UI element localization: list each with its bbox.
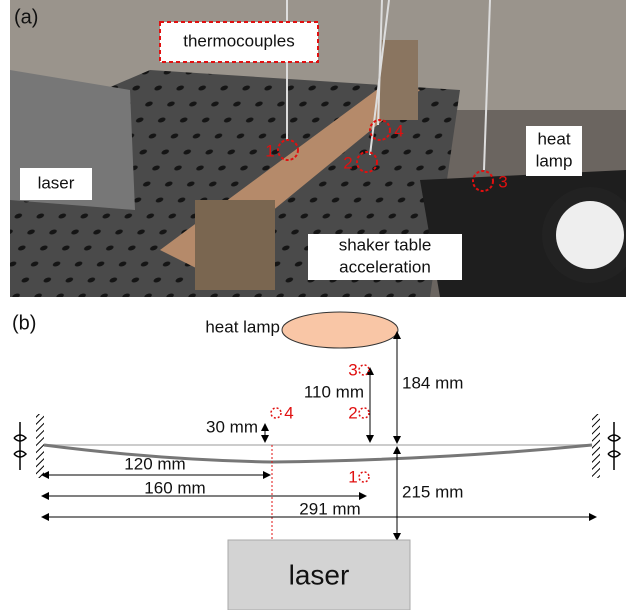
sensor-label: 1: [265, 141, 274, 160]
dimension-label: 30 mm: [206, 417, 258, 436]
sensor-label: 3: [348, 360, 357, 379]
clamp: [36, 414, 44, 478]
shaker-label: acceleration: [339, 257, 431, 276]
lamp-label: heat lamp: [205, 317, 280, 336]
sensor-label: 4: [284, 403, 293, 422]
sensor-label: 3: [498, 172, 507, 191]
laser-label: laser: [289, 559, 350, 590]
dimension-label: 184 mm: [402, 373, 463, 392]
lamp-label: heat: [537, 129, 570, 148]
laser-label: laser: [38, 173, 75, 192]
dimension-label: 160 mm: [144, 478, 205, 497]
panel-label: (a): [14, 6, 38, 28]
lamp-label: lamp: [536, 151, 573, 170]
lamp: [282, 312, 398, 348]
dimension-label: 120 mm: [124, 454, 185, 473]
page: {"panel_a": {"label": "(a)", "callout": …: [0, 0, 626, 610]
callout-text: thermocouples: [183, 31, 295, 50]
sensor-label: 4: [394, 121, 403, 140]
panel-label: (b): [12, 312, 36, 334]
dimension-label: 110 mm: [304, 382, 364, 401]
shaker-label: shaker table: [339, 235, 432, 254]
dimension-label: 215 mm: [402, 482, 463, 501]
figure: (a) thermocouples laser heat lamp shaker…: [0, 0, 626, 610]
sensor-label: 2: [348, 403, 357, 422]
sensor-label: 2: [343, 153, 352, 172]
sensor-label: 1: [348, 467, 357, 486]
clamp: [592, 414, 600, 478]
dimension-label: 291 mm: [299, 499, 360, 518]
